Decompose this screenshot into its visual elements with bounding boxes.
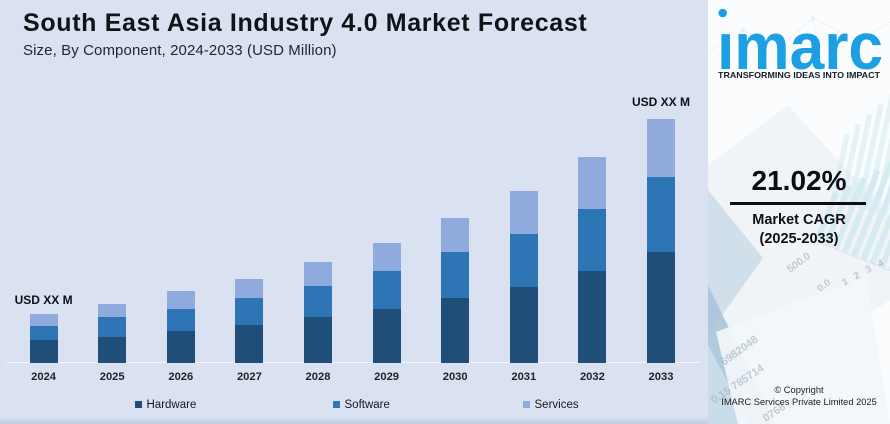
x-axis-label-2030: 2030	[442, 371, 468, 383]
x-axis-label-2025: 2025	[99, 371, 125, 383]
stacked-bar-2027	[235, 279, 264, 364]
x-axis-label-2029: 2029	[374, 371, 400, 383]
legend-item-software: Software	[332, 398, 390, 411]
logo-tagline: TRANSFORMING IDEAS INTO IMPACT	[718, 70, 881, 80]
legend-label-services: Services	[534, 398, 579, 411]
bar-segment-services-2030	[441, 218, 470, 252]
x-axis-label-2027: 2027	[236, 371, 262, 383]
brand-sidebar: 500.0 0.0 1 2 3 4 6982048 0.15 785714 07…	[708, 0, 890, 424]
bar-segment-software-2024	[29, 325, 58, 341]
bar-segment-services-2026	[166, 291, 195, 309]
bar-segment-services-2031	[509, 190, 538, 234]
copyright-line1: © Copyright	[774, 385, 824, 395]
copyright-line2: IMARC Services Private Limited 2025	[721, 397, 877, 408]
bar-segment-services-2033	[647, 118, 675, 178]
x-axis-label-2032: 2032	[579, 371, 605, 383]
bar-segment-software-2032	[578, 209, 607, 272]
legend-label-hardware: Hardware	[146, 398, 197, 411]
stacked-bar-2024	[29, 313, 58, 364]
chart-panel: South East Asia Industry 4.0 Market Fore…	[0, 0, 708, 424]
legend-swatch-hardware	[134, 400, 142, 409]
logo-i-dot	[718, 8, 727, 18]
x-axis-label-2033: 2033	[648, 371, 674, 383]
imarc-logo: ımarc TRANSFORMING IDEAS INTO IMPACT	[717, 8, 883, 83]
bar-segment-software-2029	[372, 271, 401, 310]
bar-segment-hardware-2030	[441, 297, 470, 364]
stacked-bar-2032	[578, 156, 607, 364]
bar-segment-services-2028	[304, 262, 332, 286]
cagr-value: 21.02%	[751, 165, 847, 196]
cagr-period: (2025-2033)	[759, 231, 839, 247]
bar-segment-software-2033	[647, 177, 675, 252]
bar-segment-services-2032	[578, 156, 607, 210]
bar-segment-hardware-2027	[235, 324, 264, 364]
bar-segment-software-2025	[98, 317, 127, 338]
bar-segment-hardware-2032	[578, 271, 607, 364]
stacked-bar-2033	[647, 118, 675, 364]
stacked-bar-2031	[509, 190, 538, 364]
x-axis-label-2031: 2031	[511, 371, 537, 383]
bar-segment-software-2028	[304, 285, 332, 317]
bar-segment-software-2027	[235, 298, 264, 325]
stacked-bar-2030	[441, 218, 470, 364]
bar-segment-hardware-2031	[509, 286, 538, 364]
stacked-bar-2028	[304, 262, 332, 364]
legend-label-software: Software	[344, 398, 390, 411]
bar-segment-hardware-2024	[29, 340, 58, 364]
data-label-2024: USD XX M	[14, 292, 73, 307]
stacked-bar-plot: 2024 USD XX M 2025 2026 2027 2028 2029 2030 2031…	[6, 95, 701, 411]
chart-title: South East Asia Industry 4.0 Market Fore…	[23, 9, 588, 37]
logo-wordmark: ımarc	[717, 9, 883, 83]
bar-segment-hardware-2033	[647, 251, 675, 364]
stacked-bar-2029	[372, 243, 401, 364]
cagr-label: Market CAGR	[752, 211, 846, 228]
stacked-bar-2025	[98, 303, 127, 364]
bar-segment-services-2029	[372, 243, 401, 272]
bar-segment-hardware-2025	[98, 337, 127, 364]
bar-segment-hardware-2028	[304, 316, 332, 364]
legend-swatch-services	[522, 400, 530, 409]
legend-item-services: Services	[522, 398, 579, 411]
x-axis-line	[6, 361, 701, 364]
legend-item-hardware: Hardware	[134, 398, 197, 411]
x-axis-label-2024: 2024	[31, 371, 57, 383]
x-axis-label-2028: 2028	[305, 371, 331, 383]
data-label-2033: USD XX M	[631, 95, 690, 110]
bar-segment-hardware-2029	[372, 309, 401, 364]
copyright: © Copyright IMARC Services Private Limit…	[708, 384, 890, 409]
cagr-divider-line	[730, 201, 866, 206]
stacked-bar-2026	[166, 291, 195, 364]
legend-swatch-software	[332, 400, 340, 409]
bar-segment-software-2030	[441, 251, 470, 298]
chart-subtitle: Size, By Component, 2024-2033 (USD Milli…	[23, 41, 337, 59]
bar-segment-services-2024	[29, 313, 58, 326]
x-axis-label-2026: 2026	[168, 371, 194, 383]
bar-segment-software-2031	[509, 233, 538, 287]
bar-segment-software-2026	[166, 308, 195, 331]
bar-segment-hardware-2026	[166, 330, 195, 364]
sidebar-background-decoration: 500.0 0.0 1 2 3 4 6982048 0.15 785714 07…	[708, 16, 890, 424]
bar-segment-services-2025	[98, 303, 127, 318]
bar-segment-services-2027	[235, 279, 264, 299]
